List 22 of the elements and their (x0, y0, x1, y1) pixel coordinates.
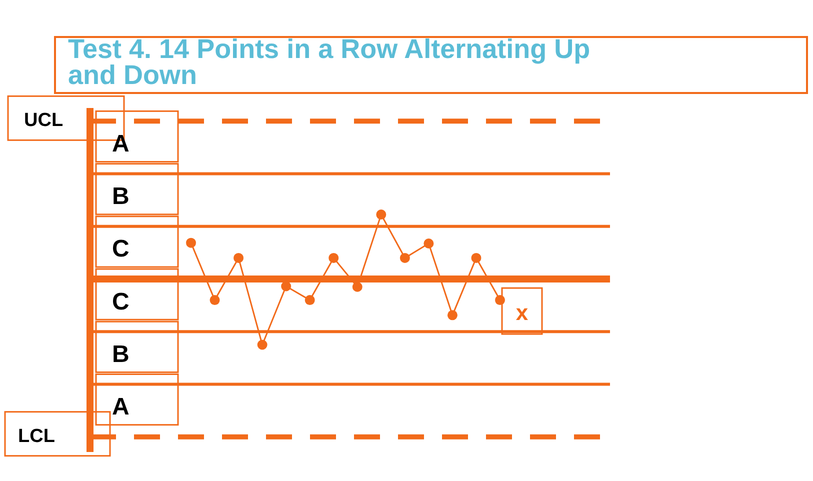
chart-title: Test 4. 14 Points in a Row Alternating Up and Down (68, 34, 590, 90)
ref-line-label: LCL (18, 426, 56, 447)
point (400, 252, 410, 263)
point (304, 295, 315, 306)
point (376, 210, 386, 220)
point (424, 238, 434, 248)
ref-line-label: UCL (24, 110, 64, 132)
text: C (112, 236, 130, 263)
point (328, 252, 339, 263)
point (234, 252, 244, 263)
text: C (112, 288, 130, 316)
text: x (516, 300, 529, 326)
point (257, 340, 268, 350)
point (447, 310, 458, 320)
text: B (112, 183, 130, 210)
text: B (112, 340, 130, 368)
point (210, 295, 220, 306)
point (471, 252, 482, 263)
point (186, 238, 196, 248)
point (281, 281, 292, 292)
text: A (112, 394, 130, 421)
point (352, 282, 362, 292)
